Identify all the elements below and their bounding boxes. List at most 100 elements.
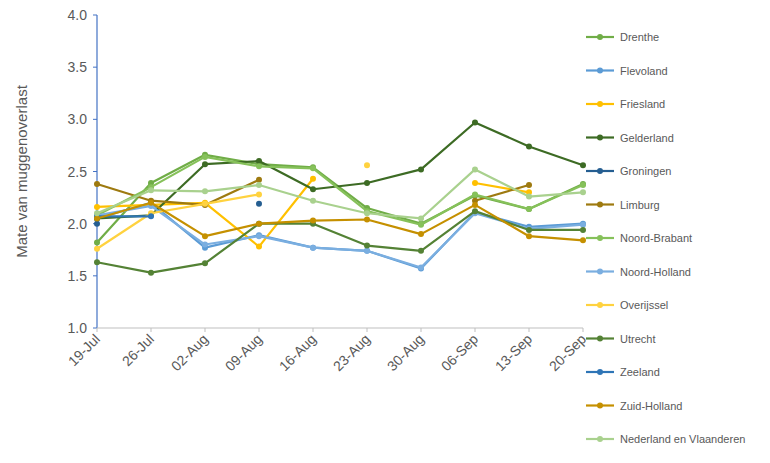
- series-marker: [418, 264, 424, 270]
- series-marker: [364, 216, 370, 222]
- series-marker: [310, 218, 316, 224]
- series-marker: [526, 206, 532, 212]
- series-marker: [472, 208, 478, 214]
- series-marker: [202, 260, 208, 266]
- legend-label: Friesland: [620, 98, 665, 110]
- series-marker: [580, 182, 586, 188]
- series-marker: [472, 202, 478, 208]
- series-marker: [580, 162, 586, 168]
- series-marker: [364, 248, 370, 254]
- series-marker: [364, 243, 370, 249]
- series-marker: [580, 237, 586, 243]
- series-marker: [202, 233, 208, 239]
- y-tick-label: 3.0: [68, 111, 88, 127]
- series-marker: [148, 200, 154, 206]
- series-marker: [202, 188, 208, 194]
- legend-label: Limburg: [620, 199, 660, 211]
- series-marker: [580, 222, 586, 228]
- x-tick: [151, 328, 152, 332]
- x-tick: [97, 328, 98, 332]
- x-tick-label: 20-Sep: [546, 331, 589, 374]
- plot-area: [94, 119, 586, 275]
- x-tick: [421, 328, 422, 332]
- legend-marker: [597, 369, 603, 375]
- series-marker: [94, 215, 100, 221]
- series-marker: [418, 166, 424, 172]
- series-marker: [310, 245, 316, 251]
- legend-marker: [597, 302, 603, 308]
- x-tick-label: 13-Sep: [492, 331, 535, 374]
- series-marker: [256, 201, 262, 207]
- series-marker: [148, 200, 154, 206]
- x-tick: [313, 328, 314, 332]
- x-tick: [205, 328, 206, 332]
- legend-label: Drenthe: [620, 31, 659, 43]
- series-marker: [202, 154, 208, 160]
- legend-marker: [597, 135, 603, 141]
- series-marker: [526, 206, 532, 212]
- series-marker: [310, 165, 316, 171]
- series-marker: [256, 191, 262, 197]
- series-marker: [364, 180, 370, 186]
- y-axis: [96, 15, 97, 328]
- chart-svg: 1.01.52.02.53.03.54.0Mate van muggenover…: [0, 0, 770, 463]
- series-marker: [418, 231, 424, 237]
- y-tick-label: 1.0: [68, 320, 88, 336]
- legend-label: Overijssel: [620, 299, 668, 311]
- series-marker: [94, 221, 100, 227]
- series-marker: [310, 176, 316, 182]
- series-marker: [94, 181, 100, 187]
- legend-label: Nederland en Vlaanderen: [620, 433, 745, 445]
- legend-label: Zuid-Holland: [620, 400, 682, 412]
- series-marker: [256, 221, 262, 227]
- series-marker: [310, 198, 316, 204]
- series-marker: [526, 182, 532, 188]
- x-tick: [259, 328, 260, 332]
- x-tick-label: 16-Aug: [276, 331, 319, 374]
- y-tick-label: 4.0: [68, 7, 88, 23]
- series-marker: [256, 221, 262, 227]
- series-marker: [256, 244, 262, 250]
- x-tick: [367, 328, 368, 332]
- x-tick: [583, 328, 584, 332]
- series-marker: [364, 248, 370, 254]
- series-marker: [526, 233, 532, 239]
- legend-marker: [597, 235, 603, 241]
- series-marker: [526, 227, 532, 233]
- series-marker: [472, 180, 478, 186]
- legend-label: Noord-Holland: [620, 266, 691, 278]
- x-axis: [97, 328, 583, 329]
- series-marker: [256, 182, 262, 188]
- series-marker: [94, 215, 100, 221]
- series-marker: [148, 187, 154, 193]
- x-tick-label: 26-Jul: [119, 331, 157, 369]
- legend-marker: [597, 269, 603, 275]
- series-marker: [202, 201, 208, 207]
- series-marker: [94, 215, 100, 221]
- x-tick-label: 06-Sep: [438, 331, 481, 374]
- series-marker: [148, 213, 154, 219]
- legend-marker: [597, 202, 603, 208]
- legend-marker: [597, 101, 603, 107]
- series-marker: [256, 158, 262, 164]
- series-marker: [256, 233, 262, 239]
- series-marker: [256, 163, 262, 169]
- x-tick-label: 30-Aug: [384, 331, 427, 374]
- series-marker: [472, 191, 478, 197]
- x-tick-label: 09-Aug: [222, 331, 265, 374]
- series-marker: [580, 227, 586, 233]
- y-tick-label: 2.5: [68, 164, 88, 180]
- legend-marker: [597, 34, 603, 40]
- x-tick-label: 19-Jul: [65, 331, 103, 369]
- series-marker: [580, 189, 586, 195]
- series-line: [97, 203, 583, 241]
- series-marker: [418, 215, 424, 221]
- legend-label: Gelderland: [620, 132, 674, 144]
- series-marker: [94, 246, 100, 252]
- legend-marker: [597, 403, 603, 409]
- x-tick-label: 23-Aug: [330, 331, 373, 374]
- series-marker: [94, 210, 100, 216]
- series-marker: [94, 204, 100, 210]
- legend-label: Utrecht: [620, 333, 655, 345]
- legend-label: Flevoland: [620, 65, 668, 77]
